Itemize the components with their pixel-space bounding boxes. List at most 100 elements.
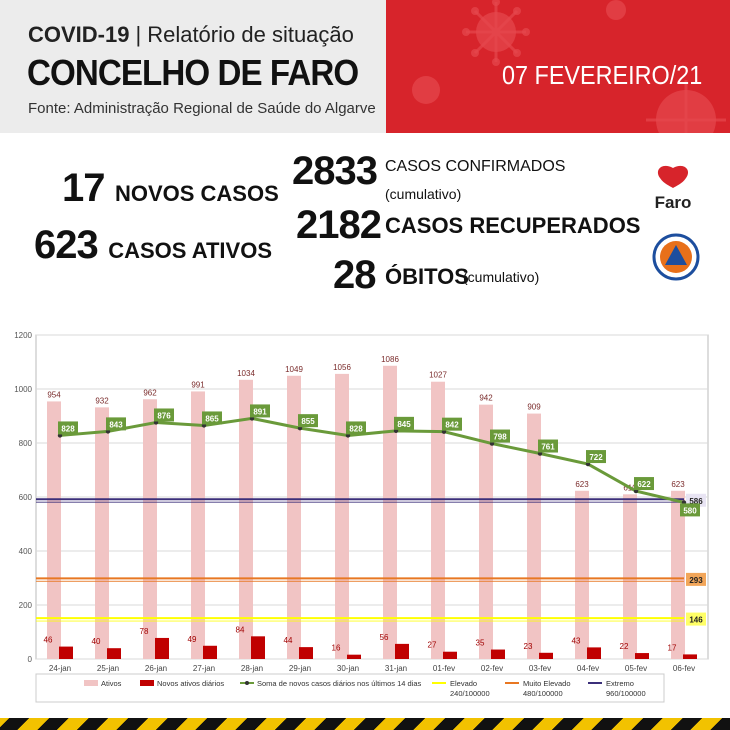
legend-label-soma: Soma de novos casos diários nos últimos … [257,679,422,688]
civil-protection-seal-icon [652,233,700,281]
bar-ativos [671,490,685,659]
x-tick-label: 28-jan [241,664,263,673]
label-ativos: 942 [479,394,493,403]
soma-label-bg [680,503,700,517]
bar-ativos [143,399,157,659]
active-cases-label: CASOS ATIVOS [108,238,272,263]
legend-label-threshold: Muito Elevado [523,679,571,688]
label-novos: 78 [140,627,149,636]
label-ativos: 991 [191,380,205,389]
bar-novos [347,654,361,659]
recovered-label: CASOS RECUPERADOS [385,213,641,238]
bar-novos [155,637,169,659]
legend-sub-threshold: 480/100000 [523,689,563,698]
legend-swatch-soma-dot [245,681,249,685]
x-tick-label: 04-fev [577,664,599,673]
bar-novos [683,654,697,659]
bar-ativos [47,401,61,659]
header-date-panel: 07 FEVEREIRO/21 [386,0,730,133]
new-cases-value: 17 [62,166,105,210]
header-title-panel: COVID-19 | Relatório de situação CONCELHO … [0,0,386,133]
bar-ativos [95,407,109,659]
label-soma: 828 [349,424,363,433]
soma-label-bg [346,421,366,435]
label-soma: 761 [541,443,555,452]
x-tick-label: 02-fev [481,664,503,673]
soma-label-bg [58,421,78,435]
legend-box [35,673,665,703]
label-ativos: 1027 [429,371,447,380]
bar-novos [443,651,457,659]
label-novos: 56 [380,633,389,642]
bar-ativos [479,404,493,659]
bar-novos [491,649,505,659]
label-novos: 40 [92,637,101,646]
label-novos: 43 [572,636,581,645]
soma-label-bg [538,439,558,453]
label-ativos: 623 [671,480,685,489]
line-soma [59,416,685,504]
threshold-tag [686,572,706,586]
bar-novos [251,636,265,659]
deaths-value: 28 [333,253,376,297]
y-tick-label: 1200 [14,331,32,340]
bar-ativos [335,373,349,659]
y-tick-label: 1000 [14,385,32,394]
label-novos: 23 [524,642,533,651]
x-tick-label: 06-fev [673,664,695,673]
label-soma: 891 [253,407,267,416]
bar-novos [299,647,313,659]
label-ativos: 1049 [285,365,303,374]
threshold-tag [686,612,706,626]
legend-label-novos: Novos ativos diários [157,679,224,688]
bar-novos [539,652,553,659]
legend-sub-threshold: 240/100000 [450,689,490,698]
label-novos: 46 [44,636,53,645]
header: COVID-19 | Relatório de situação CONCELHO … [0,0,730,133]
x-tick-label: 27-jan [193,664,215,673]
label-novos: 84 [236,625,245,634]
report-title: COVID-19 | Relatório de situação [28,22,354,47]
x-tick-label: 03-fev [529,664,551,673]
soma-label-bg [298,414,318,428]
label-soma: 842 [445,421,459,430]
x-tick-label: 25-jan [97,664,119,673]
legend-label-threshold: Elevado [450,679,477,688]
legend-label-threshold: Extremo [606,679,634,688]
x-tick-label: 05-fev [625,664,647,673]
soma-label-bg [634,477,654,491]
confirmed-stat: 2833 [292,149,378,194]
label-novos: 49 [188,635,197,644]
label-ativos: 909 [527,403,541,412]
soma-label-bg [490,429,510,443]
y-tick-label: 0 [28,655,33,664]
soma-label-bg [154,408,174,422]
faro-logo-text: Faro [655,193,692,212]
bar-ativos [623,494,637,659]
soma-label-bg [442,417,462,431]
municipality-title: CONCELHO DE FARO [27,52,359,93]
soma-label-bg [586,450,606,464]
x-tick-label: 29-jan [289,664,311,673]
label-soma: 855 [301,417,315,426]
y-tick-label: 200 [19,601,33,610]
bar-novos [635,653,649,659]
label-novos: 22 [620,642,629,651]
y-tick-label: 400 [19,547,33,556]
label-soma: 876 [157,411,171,420]
active-cases-stat: 623 CASOS ATIVOS [34,223,272,268]
faro-logo-icon [657,165,689,188]
label-soma: 843 [109,420,123,429]
soma-label-bg [106,417,126,431]
label-ativos: 954 [47,390,61,399]
label-novos: 16 [332,644,341,653]
recovered-stat: 2182 [296,203,382,248]
bar-novos [203,645,217,659]
bar-ativos [191,391,205,659]
faro-logo: Faro [655,165,692,212]
label-soma: 798 [493,433,507,442]
bar-ativos [287,375,301,659]
legend-sub-threshold: 960/100000 [606,689,646,698]
bar-novos [107,648,121,659]
x-tick-label: 31-jan [385,664,407,673]
